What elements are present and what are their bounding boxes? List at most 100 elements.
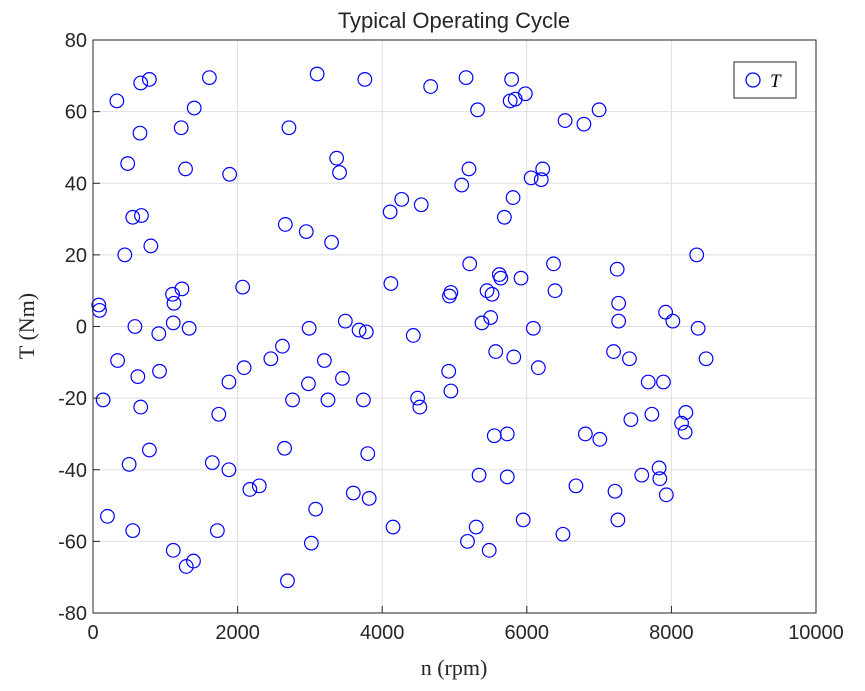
data-point [555, 526, 571, 542]
data-point [165, 315, 181, 331]
data-point [281, 120, 297, 136]
data-point [221, 462, 237, 478]
x-tick-label: 4000 [360, 622, 405, 644]
data-point [484, 286, 500, 302]
data-point [488, 344, 504, 359]
data-point [222, 166, 238, 182]
data-point [134, 208, 149, 223]
data-point [479, 283, 495, 299]
data-point [513, 270, 529, 286]
data-point [235, 279, 251, 295]
y-tick-label: 40 [65, 173, 87, 195]
data-point [335, 371, 350, 386]
data-point [95, 392, 111, 408]
data-points [91, 66, 714, 589]
y-tick-label: 80 [65, 30, 87, 52]
data-point [568, 478, 584, 494]
data-point [309, 66, 325, 82]
data-point [611, 313, 627, 329]
data-point [357, 71, 373, 87]
x-tick-label: 6000 [505, 622, 550, 644]
data-point [251, 478, 267, 494]
data-point [127, 319, 143, 334]
data-point [530, 360, 546, 376]
data-point [656, 374, 671, 390]
data-point [611, 295, 627, 311]
data-point [493, 270, 509, 286]
data-point [651, 460, 667, 476]
data-point [592, 431, 608, 447]
data-point [410, 390, 426, 406]
data-point [133, 399, 149, 415]
data-point [100, 508, 115, 524]
data-point [166, 295, 182, 311]
data-point [443, 383, 459, 399]
data-point [622, 351, 637, 367]
legend-entry-t: T [770, 71, 782, 92]
data-point [174, 281, 190, 297]
data-point [117, 247, 133, 263]
x-tick-label: 8000 [649, 622, 694, 644]
data-point [316, 353, 332, 368]
data-point [606, 344, 621, 359]
data-point [209, 523, 225, 539]
data-point [623, 412, 639, 428]
data-point [110, 353, 125, 368]
data-point [658, 487, 674, 503]
data-point [461, 161, 477, 177]
data-point [607, 483, 623, 499]
data-point [698, 351, 714, 367]
data-point [458, 70, 474, 86]
data-point [141, 442, 157, 458]
data-point [634, 467, 650, 483]
data-point [506, 349, 522, 365]
data-point [383, 276, 399, 291]
data-point [394, 191, 410, 207]
data-point [151, 326, 167, 342]
data-point [173, 120, 189, 136]
data-point [640, 374, 656, 390]
data-point [204, 455, 220, 470]
y-tick-label: -60 [58, 531, 87, 553]
data-point [298, 224, 314, 239]
data-point [165, 286, 180, 302]
data-point [441, 363, 457, 379]
data-point [674, 415, 689, 431]
data-point [533, 172, 549, 188]
data-point [499, 469, 515, 485]
data-point [462, 256, 478, 272]
data-point [329, 150, 345, 166]
data-point [125, 523, 141, 539]
data-point [130, 369, 146, 385]
y-tick-label: 20 [65, 245, 87, 267]
data-point [165, 542, 181, 558]
data-point [236, 360, 252, 376]
data-point [515, 512, 531, 528]
data-point [423, 79, 439, 94]
data-point [405, 328, 421, 343]
data-point [689, 247, 705, 263]
y-tick-label: 60 [65, 102, 87, 124]
data-point [474, 315, 490, 331]
data-point [525, 320, 541, 336]
data-point [481, 542, 497, 558]
data-point [517, 86, 533, 102]
data-point [178, 161, 193, 177]
data-point [505, 190, 521, 205]
data-point [301, 320, 317, 336]
y-tick-label: -20 [58, 388, 87, 410]
data-point [483, 310, 499, 325]
y-tick-label: -80 [58, 603, 87, 625]
data-point [361, 491, 377, 506]
data-point [275, 338, 290, 354]
data-point [360, 446, 376, 462]
data-point [576, 116, 592, 132]
x-tick-label: 2000 [215, 622, 260, 644]
data-point [609, 261, 625, 277]
data-point [285, 392, 300, 408]
data-point [678, 405, 694, 420]
data-point [577, 426, 593, 442]
data-point [141, 71, 157, 87]
data-point [202, 70, 217, 86]
